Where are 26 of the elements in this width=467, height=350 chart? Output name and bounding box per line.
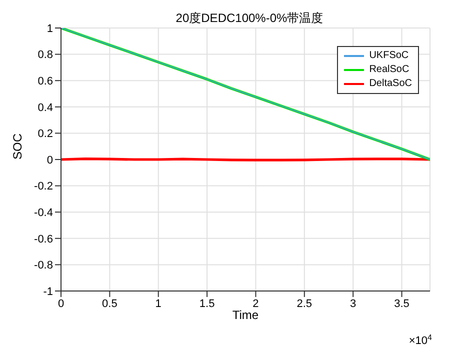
y-tick-label: 0.8 bbox=[38, 49, 53, 62]
x-tick-label: 3.5 bbox=[394, 298, 410, 310]
legend-label: UKFSoC bbox=[369, 49, 409, 63]
y-tick-label: -0.4 bbox=[34, 207, 53, 220]
text: ×10$^{4}$ bbox=[408, 332, 433, 347]
y-tick-label: -0.2 bbox=[34, 180, 53, 193]
chart-title: 20度DEDC100%-0%带温度 bbox=[176, 11, 324, 25]
legend-label: DeltaSoC bbox=[369, 77, 412, 91]
x-tick-label: 3 bbox=[350, 298, 356, 310]
x-axis-title: Time bbox=[232, 308, 259, 322]
y-tick-label: 0.2 bbox=[38, 128, 53, 140]
y-tick-label: 1 bbox=[46, 22, 53, 35]
y-tick-label: -1 bbox=[43, 286, 53, 298]
y-tick-label: 0.4 bbox=[38, 102, 53, 114]
y-axis-title: SOC bbox=[10, 133, 24, 160]
x-tick-label: 0 bbox=[58, 298, 64, 310]
x-tick-label: 0.5 bbox=[102, 298, 118, 310]
legend-label: RealSoC bbox=[369, 63, 410, 77]
y-tick-label: -0.8 bbox=[34, 260, 53, 272]
y-tick-label: -0.6 bbox=[34, 233, 53, 246]
x-tick-label: 2.5 bbox=[296, 298, 312, 310]
x-tick-label: 1 bbox=[155, 298, 162, 310]
x-tick-label: 1.5 bbox=[199, 298, 215, 310]
y-tick-label: 0 bbox=[46, 154, 53, 166]
x-tick-label: 2 bbox=[252, 298, 259, 310]
y-tick-label: 0.6 bbox=[38, 76, 53, 88]
